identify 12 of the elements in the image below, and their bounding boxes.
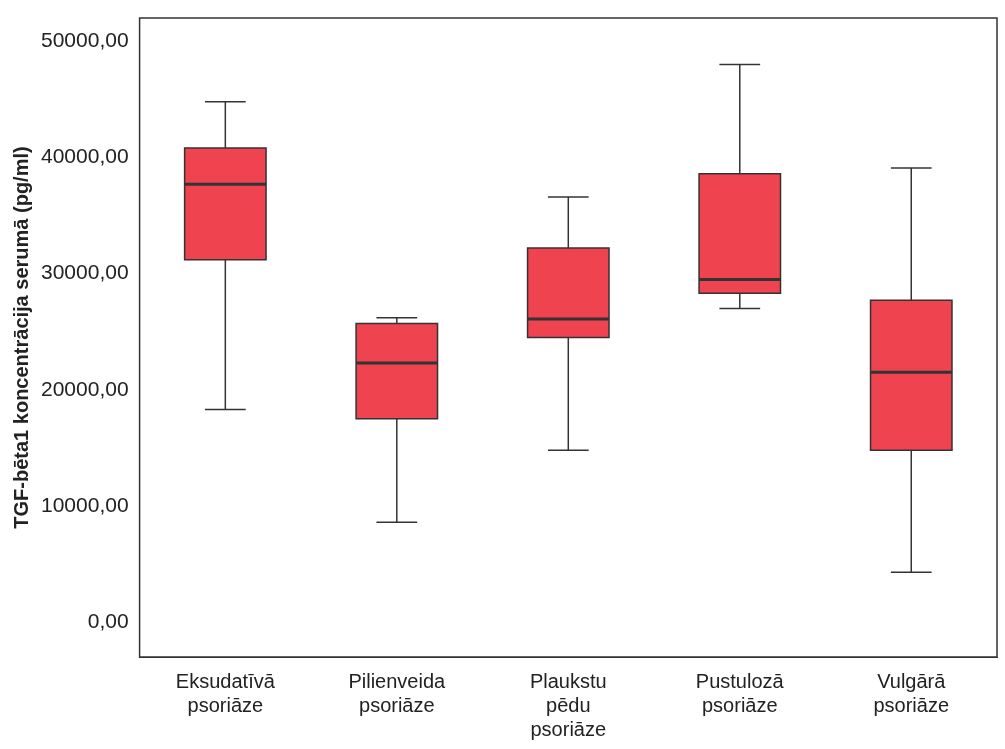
- x-tick-label: Pustulozā psoriāze: [695, 669, 785, 716]
- x-tick-label: Eksudatīvā psoriāze: [175, 669, 276, 716]
- x-tick-label: Pilienveida psoriāze: [348, 669, 447, 716]
- x-tick-label: Vulgārā psoriāze: [873, 669, 950, 716]
- y-tick-label: 40000,00: [41, 144, 129, 168]
- y-tick-label: 30000,00: [41, 260, 129, 284]
- y-axis-title: TGF-bēta1 koncentrācija serumā (pg/ml): [9, 146, 32, 529]
- y-tick-label: 20000,00: [41, 376, 129, 400]
- y-tick-label: 0,00: [87, 608, 129, 632]
- y-tick-label: 50000,00: [41, 28, 129, 52]
- y-tick-label: 10000,00: [41, 492, 129, 516]
- x-tick-label: Plaukstu pēdu psoriāze: [529, 669, 607, 740]
